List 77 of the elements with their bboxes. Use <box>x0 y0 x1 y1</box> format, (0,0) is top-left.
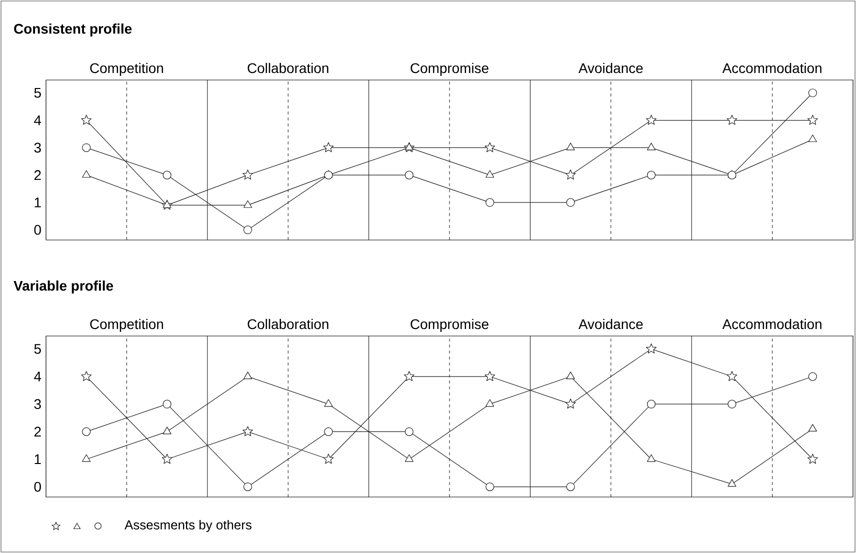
point <box>808 424 817 432</box>
point <box>324 427 333 436</box>
point <box>726 114 738 125</box>
point <box>646 170 656 180</box>
text: Collaboration <box>248 62 328 74</box>
point <box>646 142 656 150</box>
point <box>566 142 575 150</box>
point <box>566 198 575 207</box>
point <box>728 400 736 408</box>
text: Compromise <box>410 62 488 76</box>
point <box>162 400 172 408</box>
y-tick-label: 2 <box>34 426 41 437</box>
point <box>726 371 738 382</box>
point <box>486 198 494 207</box>
point <box>486 482 494 492</box>
text: Competition <box>90 318 164 332</box>
point <box>808 134 817 142</box>
point <box>808 372 817 381</box>
point <box>565 170 576 180</box>
point <box>81 371 92 382</box>
y-tick-label: 1 <box>34 198 41 208</box>
point <box>404 371 414 382</box>
point <box>162 170 172 180</box>
point <box>486 399 494 407</box>
point <box>323 142 334 152</box>
point <box>243 482 252 492</box>
point <box>646 400 656 408</box>
chart-title: Consistent profile <box>14 23 132 36</box>
point <box>404 427 414 436</box>
text: Avoidance <box>578 318 643 330</box>
point <box>242 426 254 436</box>
point <box>646 343 657 354</box>
point <box>82 454 91 462</box>
point <box>807 114 818 125</box>
point <box>82 170 91 178</box>
point <box>566 482 575 492</box>
text: Competition <box>90 62 164 76</box>
text: Accommodation <box>722 318 822 330</box>
y-tick-label: 3 <box>34 142 41 153</box>
point <box>162 426 172 434</box>
text: Compromise <box>410 318 488 332</box>
point <box>323 454 334 464</box>
point <box>808 88 817 98</box>
text: Collaboration <box>248 318 328 330</box>
y-tick-label: 3 <box>34 399 41 410</box>
point <box>486 170 494 178</box>
point <box>81 114 92 125</box>
y-tick-label: 4 <box>34 372 42 382</box>
y-tick-label: 5 <box>34 344 41 354</box>
point <box>484 371 496 382</box>
point <box>404 170 414 180</box>
point <box>242 170 254 180</box>
point <box>404 454 414 462</box>
text: Assesments by others <box>124 520 252 532</box>
y-tick-label: 0 <box>34 482 41 492</box>
y-tick-label: 1 <box>34 454 41 464</box>
point <box>162 454 172 464</box>
point <box>243 200 252 208</box>
point <box>565 398 576 409</box>
text: Accommodation <box>722 62 822 74</box>
y-tick-label: 4 <box>34 115 42 126</box>
point <box>243 372 252 380</box>
point <box>243 226 252 234</box>
text: Avoidance <box>578 62 643 74</box>
chart-title: Variable profile <box>14 280 114 294</box>
point <box>807 454 818 464</box>
point <box>82 143 91 152</box>
point <box>566 372 575 380</box>
point <box>484 142 496 152</box>
point <box>324 399 333 407</box>
y-tick-label: 0 <box>34 224 41 235</box>
y-tick-label: 2 <box>34 170 41 180</box>
point <box>646 454 656 462</box>
point <box>82 427 91 436</box>
point <box>646 114 657 125</box>
point <box>728 479 736 487</box>
y-tick-label: 5 <box>34 88 41 98</box>
